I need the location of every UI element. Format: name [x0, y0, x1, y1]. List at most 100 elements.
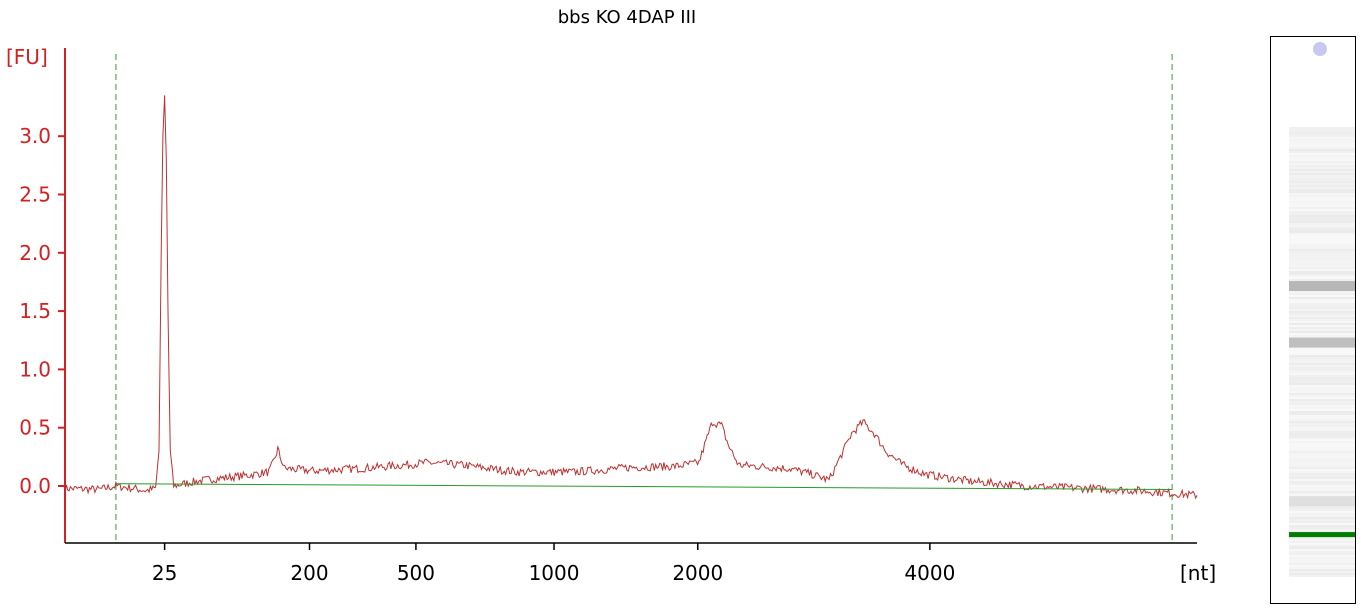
- gel-smear-row: [1289, 271, 1355, 273]
- gel-smear-row: [1289, 253, 1355, 255]
- gel-smear-row: [1289, 313, 1355, 315]
- gel-smear-row: [1289, 395, 1355, 397]
- gel-smear-row: [1289, 377, 1355, 379]
- gel-smear-row: [1289, 181, 1355, 183]
- gel-top-spot: [1313, 42, 1327, 56]
- gel-smear-row: [1289, 475, 1355, 477]
- gel-smear-row: [1289, 169, 1355, 171]
- gel-smear-row: [1289, 277, 1355, 279]
- gel-smear-row: [1289, 165, 1355, 167]
- gel-smear-row: [1289, 455, 1355, 457]
- gel-smear-row: [1289, 545, 1355, 547]
- gel-smear-row: [1289, 203, 1355, 205]
- gel-smear-row: [1289, 129, 1355, 131]
- gel-smear-row: [1289, 315, 1355, 317]
- gel-smear-row: [1289, 489, 1355, 491]
- gel-smear-row: [1289, 451, 1355, 453]
- gel-smear-row: [1289, 327, 1355, 329]
- gel-smear-row: [1289, 553, 1355, 555]
- marker-lines: [115, 54, 1173, 543]
- gel-smear-row: [1289, 391, 1355, 393]
- gel-smear-row: [1289, 319, 1355, 321]
- gel-smear-row: [1289, 183, 1355, 185]
- gel-smear-row: [1289, 483, 1355, 485]
- chart-title: bbs KO 4DAP III: [558, 7, 696, 28]
- gel-smear-row: [1289, 197, 1355, 199]
- gel-smear-row: [1289, 273, 1355, 275]
- gel-smear-row: [1289, 561, 1355, 563]
- gel-smear-row: [1289, 331, 1355, 333]
- gel-smear-row: [1289, 401, 1355, 403]
- gel-smear-row: [1289, 439, 1355, 441]
- gel-smear-row: [1289, 441, 1355, 443]
- gel-smear-row: [1289, 529, 1355, 531]
- gel-smear-row: [1289, 493, 1355, 495]
- gel-smear-row: [1289, 231, 1355, 233]
- gel-smear-row: [1289, 409, 1355, 411]
- gel-smear-row: [1289, 433, 1355, 435]
- gel-smear-row: [1289, 153, 1355, 155]
- gel-smear-row: [1289, 135, 1355, 137]
- gel-smear-row: [1289, 157, 1355, 159]
- gel-smear-row: [1289, 369, 1355, 371]
- gel-smear-row: [1289, 491, 1355, 493]
- x-tick-label: 25: [152, 561, 177, 585]
- gel-smear-row: [1289, 521, 1355, 523]
- gel-smear-row: [1289, 223, 1355, 225]
- gel-smear-row: [1289, 205, 1355, 207]
- gel-smear-row: [1289, 347, 1355, 349]
- gel-smear-row: [1289, 217, 1355, 219]
- gel-smear-row: [1289, 291, 1355, 293]
- gel-smear-row: [1289, 425, 1355, 427]
- gel-smear-row: [1289, 137, 1355, 139]
- y-tick-label: 1.5: [19, 299, 51, 323]
- gel-smear-row: [1289, 523, 1355, 525]
- gel-smear-row: [1289, 531, 1355, 533]
- gel-smear-row: [1289, 139, 1355, 141]
- gel-smear-row: [1289, 263, 1355, 265]
- gel-lane-image: [1289, 42, 1355, 577]
- gel-smear-row: [1289, 361, 1355, 363]
- gel-smear-row: [1289, 209, 1355, 211]
- gel-smear-row: [1289, 519, 1355, 521]
- gel-smear-row: [1289, 233, 1355, 235]
- gel-smear-row: [1289, 247, 1355, 249]
- gel-band: [1289, 496, 1355, 507]
- gel-smear-row: [1289, 351, 1355, 353]
- x-tick-label: 500: [397, 561, 435, 585]
- gel-smear-row: [1289, 149, 1355, 151]
- gel-smear-row: [1289, 517, 1355, 519]
- y-tick-label: 3.0: [19, 124, 51, 148]
- y-tick-label: 2.0: [19, 241, 51, 265]
- gel-smear-row: [1289, 479, 1355, 481]
- gel-smear-row: [1289, 445, 1355, 447]
- gel-smear-row: [1289, 389, 1355, 391]
- gel-smear-row: [1289, 513, 1355, 515]
- gel-smear-row: [1289, 237, 1355, 239]
- gel-smear-row: [1289, 355, 1355, 357]
- gel-smear-row: [1289, 179, 1355, 181]
- gel-smear-row: [1289, 573, 1355, 575]
- gel-smear-row: [1289, 275, 1355, 277]
- gel-smear-row: [1289, 417, 1355, 419]
- gel-smear-row: [1289, 245, 1355, 247]
- gel-lane: [1270, 36, 1356, 604]
- gel-smear-row: [1289, 227, 1355, 229]
- gel-smear-row: [1289, 349, 1355, 351]
- gel-smear-row: [1289, 147, 1355, 149]
- gel-smear-row: [1289, 299, 1355, 301]
- x-tick-label: 2000: [672, 561, 723, 585]
- gel-smear-row: [1289, 461, 1355, 463]
- gel-smear-row: [1289, 321, 1355, 323]
- gel-smear-row: [1289, 311, 1355, 313]
- gel-smear-row: [1289, 465, 1355, 467]
- gel-smear-row: [1289, 325, 1355, 327]
- gel-smear-row: [1289, 185, 1355, 187]
- gel-smear-row: [1289, 159, 1355, 161]
- gel-smear-row: [1289, 221, 1355, 223]
- electropherogram-chart: bbs KO 4DAP III [FU] [nt] 0.0 0.5 1.0 1.5 2.…: [6, 7, 1216, 585]
- gel-smear-row: [1289, 131, 1355, 133]
- gel-smear-row: [1289, 543, 1355, 545]
- gel-band: [1289, 281, 1355, 292]
- gel-smear-row: [1289, 317, 1355, 319]
